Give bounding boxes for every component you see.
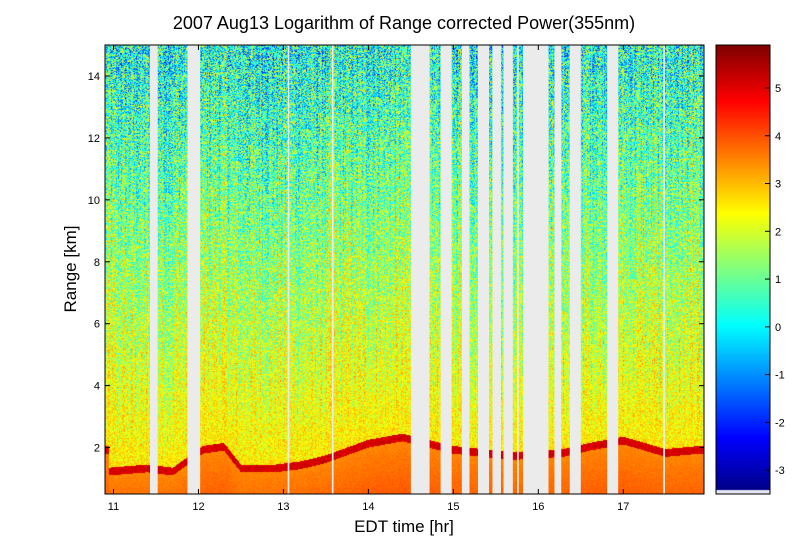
no-data-band-4 (410, 45, 430, 494)
y-axis-label: Range [km] (61, 226, 80, 313)
x-tick-label: 12 (192, 501, 204, 513)
no-data-band-14 (607, 45, 619, 494)
plot-area: 11 12 13 14 15 16 17 2 4 6 8 10 12 14 (88, 44, 705, 513)
no-data-band-1 (187, 45, 201, 494)
colorbar-gradient (716, 45, 770, 494)
y-tick-label: 10 (88, 195, 100, 207)
no-data-band-2 (287, 45, 290, 494)
colorbar-tick-label: 5 (775, 83, 781, 95)
colorbar-tick-label: 0 (775, 322, 781, 334)
heatmap-image (105, 45, 704, 494)
x-tick-label: 14 (362, 501, 374, 513)
chart-title: 2007 Aug13 Logarithm of Range corrected … (173, 13, 635, 33)
colorbar-tick-label: 2 (775, 226, 781, 238)
colorbar-frame (715, 44, 771, 495)
colorbar-tick-label: 3 (775, 179, 781, 191)
no-data-band-3 (331, 45, 334, 494)
y-tick-label: 4 (94, 381, 100, 393)
no-data-band-13 (569, 45, 581, 494)
colorbar-tick-label: -2 (775, 417, 785, 429)
no-data-band-5 (440, 45, 452, 494)
no-data-band-6 (461, 45, 470, 494)
no-data-band-15 (663, 45, 665, 494)
x-tick-label: 11 (108, 501, 119, 513)
colorbar-tick-label: 4 (775, 131, 781, 143)
colorbar-tick-label: 1 (775, 274, 781, 286)
x-tick-label: 17 (617, 501, 629, 513)
y-tick-label: 12 (88, 133, 100, 145)
missing-data-bands (150, 45, 665, 494)
x-tick-label: 15 (447, 501, 459, 513)
no-data-band-9 (503, 45, 513, 494)
colorbar-tick-label: -1 (775, 370, 785, 382)
no-data-band-0 (150, 45, 158, 494)
x-axis-label: EDT time [hr] (354, 517, 454, 536)
colorbar-tick-label: -3 (775, 465, 785, 477)
no-data-band-7 (477, 45, 490, 494)
y-tick-label: 2 (94, 443, 100, 455)
no-data-band-11 (523, 45, 549, 494)
x-tick-label: 13 (277, 501, 289, 513)
y-axis-ticks: 2 4 6 8 10 12 14 (88, 71, 704, 455)
x-axis-ticks: 11 12 13 14 15 16 17 (108, 45, 629, 513)
colorbar: -3 -2 -1 0 1 2 3 4 5 (715, 44, 785, 495)
y-tick-label: 6 (94, 319, 100, 331)
no-data-band-10 (517, 45, 519, 494)
no-data-band-8 (492, 45, 501, 494)
colorbar-ticks: -3 -2 -1 0 1 2 3 4 5 (765, 83, 785, 477)
y-tick-label: 8 (94, 257, 100, 269)
x-tick-label: 16 (532, 501, 544, 513)
plot-frame (104, 44, 705, 495)
no-data-band-12 (554, 45, 562, 494)
y-tick-label: 14 (88, 71, 100, 83)
